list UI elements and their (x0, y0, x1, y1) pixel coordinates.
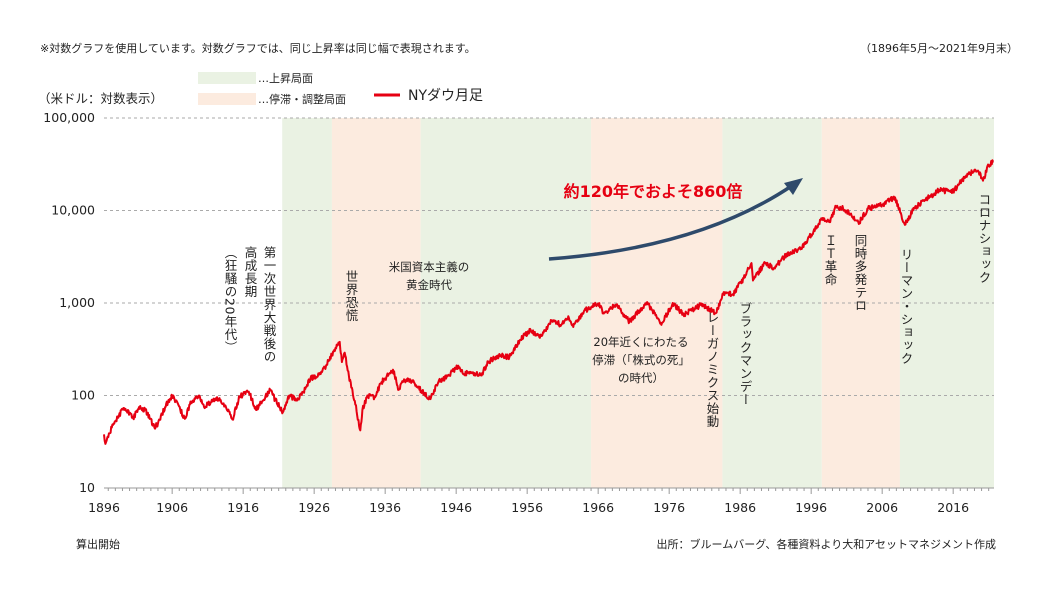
period-label: （1896年5月～2021年9月末） (860, 41, 1018, 55)
annotation-label: 同時多発テロ (853, 234, 868, 312)
legend-label-stagnation: …停滞・調整局面 (258, 92, 346, 106)
x-tick-labels: 1896 1906 1916 1926 1936 1946 1956 1966 1976 1986… (88, 500, 969, 515)
headline-860x: 約120年でおよそ860倍 (564, 182, 743, 201)
x-tick-label: 1926 (298, 500, 330, 515)
annotation-label: レーガノミクス始動 (705, 311, 720, 428)
legend-label-series: NYダウ月足 (408, 88, 483, 104)
legend-label-up: …上昇局面 (258, 72, 313, 85)
annotation-label: ＩＴ革命 (823, 234, 838, 286)
x-tick-label: 1986 (724, 500, 756, 515)
growth-arrow (548, 183, 794, 261)
annotation-label: の時代） (618, 371, 664, 385)
y-unit-label: （米ドル：対数表示） (38, 91, 163, 106)
growth-arrow-head (784, 178, 803, 195)
x-tick-marks (107, 488, 990, 494)
annotation-label: 世界恐慌 (344, 270, 359, 322)
annotation-label: 第一次世界大戦後の (262, 246, 277, 363)
annotation-label: 米国資本主義の (389, 260, 470, 274)
annotation-label: コロナショック (977, 193, 992, 284)
y-tick-label: 10 (79, 480, 95, 495)
annotation-label: 黄金時代 (406, 278, 452, 292)
annotation-label: （狂騒の20年代） (223, 246, 238, 354)
source-note: 出所：ブルームバーグ、各種資料より大和アセットマネジメント作成 (657, 537, 996, 551)
x-tick-label: 2006 (866, 500, 898, 515)
x-tick-label: 1976 (653, 500, 685, 515)
x-tick-label: 1896 (88, 500, 120, 515)
y-tick-label: 100,000 (43, 110, 95, 125)
x-tick-label: 1966 (582, 500, 614, 515)
annotation-label: 停滞（「株式の死」 (592, 353, 690, 367)
legend: …上昇局面 …停滞・調整局面 NYダウ月足 (198, 72, 483, 106)
y-tick-label: 1,000 (59, 295, 95, 310)
x-tick-label: 1906 (156, 500, 188, 515)
x-tick-label: 1916 (227, 500, 259, 515)
start-label: 算出開始 (76, 537, 120, 551)
x-tick-label: 1946 (440, 500, 472, 515)
log-note: ※対数グラフを使用しています。対数グラフでは、同じ上昇率は同じ幅で表現されます。 (40, 41, 476, 55)
x-tick-label: 1996 (795, 500, 827, 515)
x-tick-label: 1936 (369, 500, 401, 515)
band-up (282, 118, 332, 488)
y-tick-label: 100 (71, 388, 95, 403)
annotation-label: 高成長期 (243, 245, 258, 298)
series-line-ny-dow (103, 159, 994, 445)
annotation-label: リーマン・ショック (899, 248, 914, 365)
x-tick-label: 2016 (937, 500, 969, 515)
y-tick-label: 10,000 (51, 203, 95, 218)
legend-swatch-up (198, 72, 256, 84)
y-tick-labels: 100,000 10,000 1,000 100 10 (43, 110, 95, 495)
annotation-label: ブラックマンデー (738, 301, 753, 406)
annotation-label: 20年近くにわたる (593, 335, 688, 349)
y-gridlines (104, 117, 994, 396)
x-tick-label: 1956 (511, 500, 543, 515)
legend-swatch-stagnation (198, 93, 256, 105)
